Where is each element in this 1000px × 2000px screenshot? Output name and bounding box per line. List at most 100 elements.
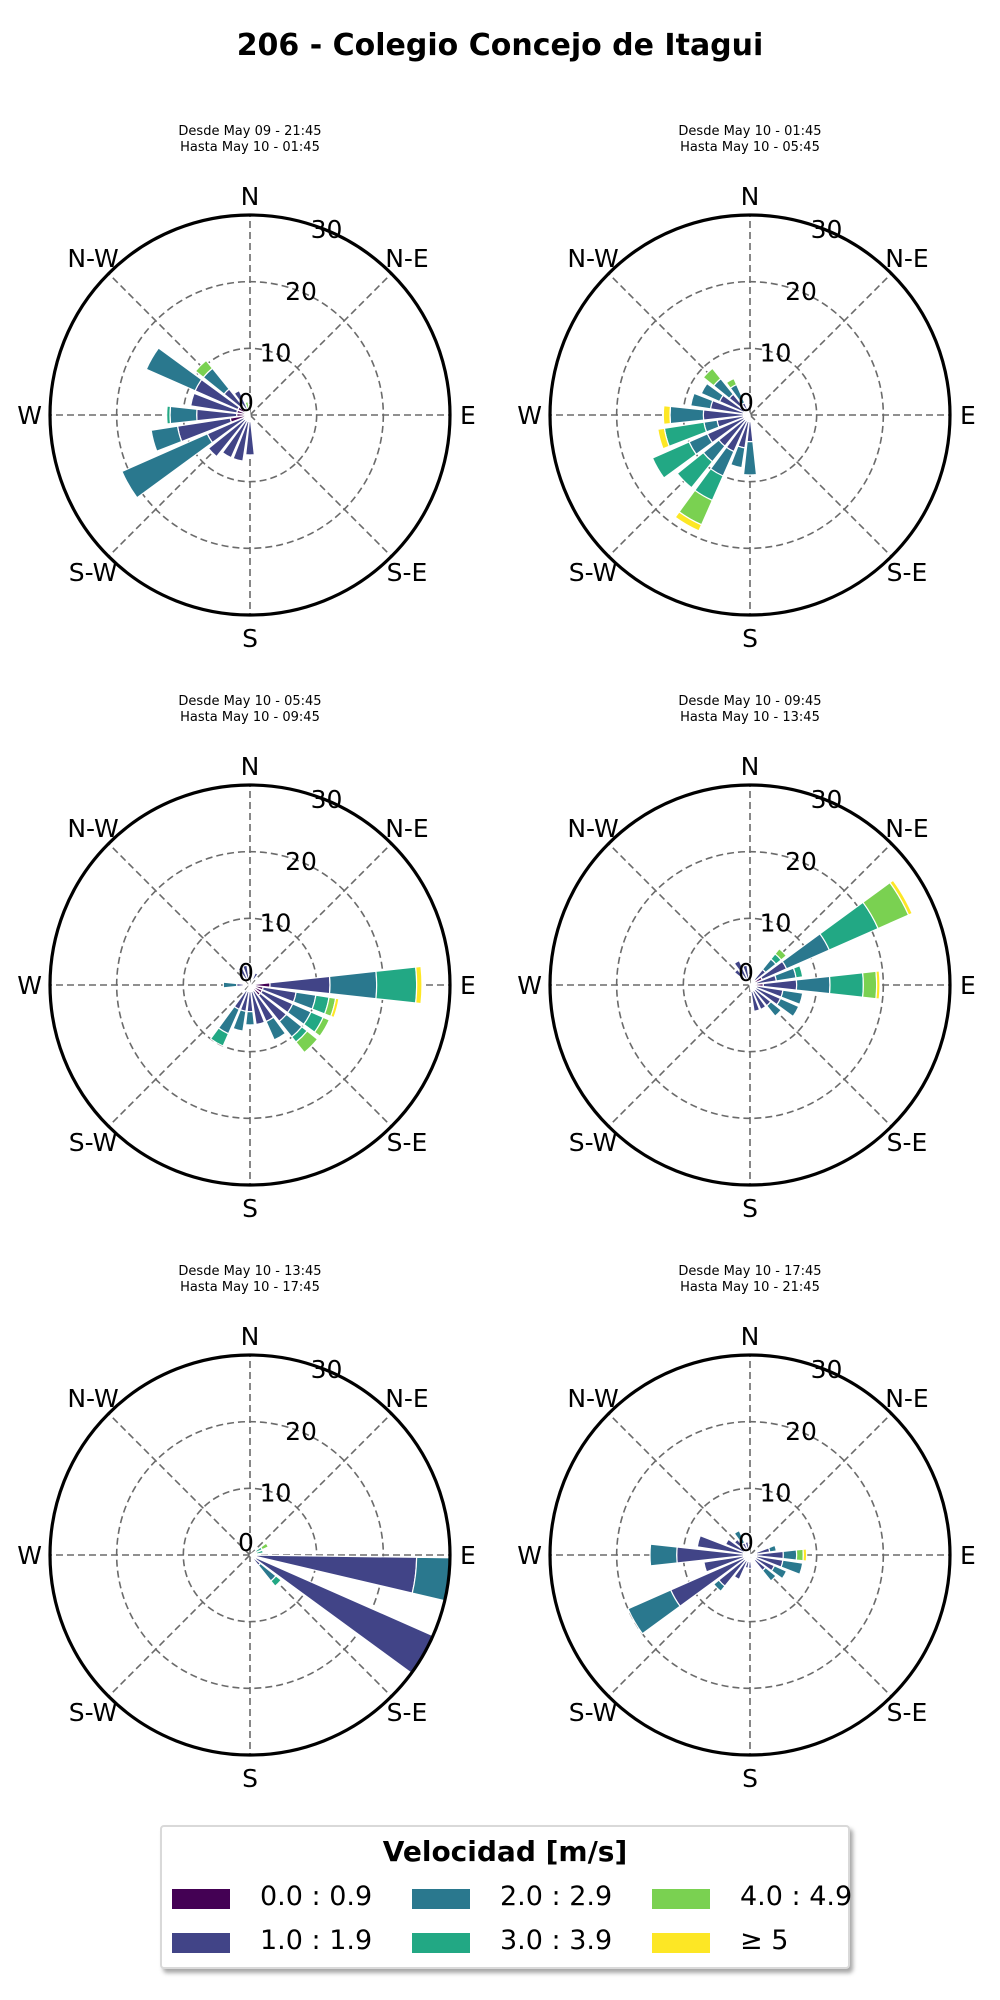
direction-label: E: [960, 1541, 976, 1570]
direction-label: S-W: [569, 1698, 618, 1727]
wind-bar-segment: [744, 1560, 750, 1569]
radial-tick-label: 20: [285, 1417, 317, 1446]
grid-spoke: [608, 1413, 751, 1556]
grid-spoke: [749, 273, 892, 416]
radial-tick-label: 30: [811, 785, 843, 814]
windrose-panel: Desde May 09 - 21:45 Hasta May 10 - 01:45…: [0, 115, 500, 685]
radial-tick-label: 10: [760, 908, 792, 937]
windrose-panel: Desde May 10 - 13:45 Hasta May 10 - 17:45…: [0, 1255, 500, 1825]
direction-label: S: [242, 1764, 258, 1793]
wind-bar-segment: [712, 1579, 726, 1593]
radial-tick-label: 20: [285, 277, 317, 306]
direction-label: W: [17, 971, 42, 1000]
wind-bar-segment: [765, 1000, 783, 1018]
direction-label: S-W: [569, 1128, 618, 1157]
legend-swatch: [412, 1933, 470, 1953]
wind-bar-segment: [696, 1534, 745, 1555]
wind-bar-segment: [750, 990, 761, 1013]
direction-label: E: [960, 971, 976, 1000]
direction-label: N-W: [67, 1384, 118, 1413]
subtitle-to: Hasta May 10 - 05:45: [680, 140, 820, 155]
direction-label: E: [460, 401, 476, 430]
radial-tick-label: 0: [238, 388, 254, 417]
subtitle-to: Hasta May 10 - 21:45: [680, 1280, 820, 1295]
wind-bar-segment: [776, 997, 800, 1018]
direction-label: S-W: [69, 1698, 118, 1727]
direction-label: N: [741, 182, 760, 211]
wind-bar-segment: [313, 1016, 331, 1038]
radial-tick-label: 0: [238, 958, 254, 987]
windrose-panel: Desde May 10 - 05:45 Hasta May 10 - 09:45…: [0, 685, 500, 1255]
legend-swatch: [172, 1889, 230, 1909]
legend-swatch: [172, 1933, 230, 1953]
wind-bar-segment: [774, 947, 788, 961]
wind-bar-segment: [741, 964, 750, 980]
direction-label: N-W: [567, 244, 618, 273]
radial-tick-label: 30: [311, 215, 343, 244]
windrose-plot: 010 20 30 N N-E E S-E S S-W W N-W: [17, 182, 476, 653]
wind-bar-segment: [862, 970, 878, 1000]
outer-ring: [548, 1353, 952, 1757]
direction-label: W: [517, 1541, 542, 1570]
direction-label: W: [17, 401, 42, 430]
direction-label: S-E: [887, 558, 928, 587]
wind-bar-segment: [649, 1543, 678, 1567]
wind-bar-segment: [782, 1549, 798, 1561]
direction-label: E: [460, 1541, 476, 1570]
wind-bar-segment: [415, 965, 423, 1005]
windrose-plot: 010 20 30 N N-E E S-E S S-W W N-W: [517, 182, 976, 653]
direction-label: N: [741, 752, 760, 781]
radial-tick-label: 30: [811, 1355, 843, 1384]
legend: Velocidad [m/s] 0.0 : 0.9 1.0 : 1.9 2.0 …: [160, 1825, 852, 1969]
wind-bar-segment: [733, 1559, 749, 1581]
direction-label: N: [241, 182, 260, 211]
wind-bar-segment: [724, 1538, 746, 1554]
direction-label: N-E: [885, 814, 929, 843]
windrose-panel: Desde May 10 - 17:45 Hasta May 10 - 21:45…: [500, 1255, 1000, 1825]
windrose-panel: Desde May 10 - 01:45 Hasta May 10 - 05:45…: [500, 115, 1000, 685]
wind-bar-segment: [194, 359, 214, 379]
legend-swatch: [652, 1889, 710, 1909]
direction-label: W: [517, 401, 542, 430]
wind-bar-segment: [245, 1010, 255, 1026]
direction-label: N-W: [567, 814, 618, 843]
wind-bar-segment: [233, 389, 249, 411]
grid-spoke: [608, 843, 751, 986]
subtitle-from: Desde May 10 - 13:45: [178, 1264, 321, 1279]
wind-bar-segment: [767, 1544, 778, 1553]
wind-bar-segment: [662, 404, 672, 426]
radial-tick-label: 0: [738, 958, 754, 987]
legend-title: Velocidad [m/s]: [382, 1835, 628, 1868]
wind-bar-segment: [733, 968, 747, 982]
wind-bar-segment: [761, 1566, 777, 1582]
grid-spoke: [608, 984, 751, 1127]
wind-bar-segment: [674, 510, 703, 532]
direction-label: N: [241, 1322, 260, 1351]
direction-label: N-W: [567, 1384, 618, 1413]
subtitle-from: Desde May 10 - 09:45: [678, 694, 821, 709]
wind-bar-segment: [725, 377, 738, 389]
wind-bar-segment: [244, 401, 250, 410]
grid-spoke: [249, 273, 392, 416]
direction-label: S-E: [387, 558, 428, 587]
wind-bar-segment: [703, 1555, 745, 1573]
wind-bar-segment: [802, 1548, 808, 1562]
legend-label: 2.0 : 2.9: [500, 1881, 613, 1912]
subtitle-from: Desde May 10 - 17:45: [678, 1264, 821, 1279]
direction-label: N: [741, 1322, 760, 1351]
direction-label: S-W: [69, 558, 118, 587]
direction-label: S: [242, 1194, 258, 1223]
wind-bar-segment: [251, 972, 259, 981]
radial-tick-label: 20: [285, 847, 317, 876]
wind-bar-segment: [751, 989, 767, 1011]
grid-spoke: [108, 984, 251, 1127]
wind-bar-segment: [742, 440, 758, 476]
radial-tick-label: 10: [760, 1478, 792, 1507]
direction-label: N: [241, 752, 260, 781]
wind-bar-segment: [795, 975, 831, 995]
wind-bar-segment: [150, 425, 183, 452]
direction-label: S: [742, 624, 758, 653]
